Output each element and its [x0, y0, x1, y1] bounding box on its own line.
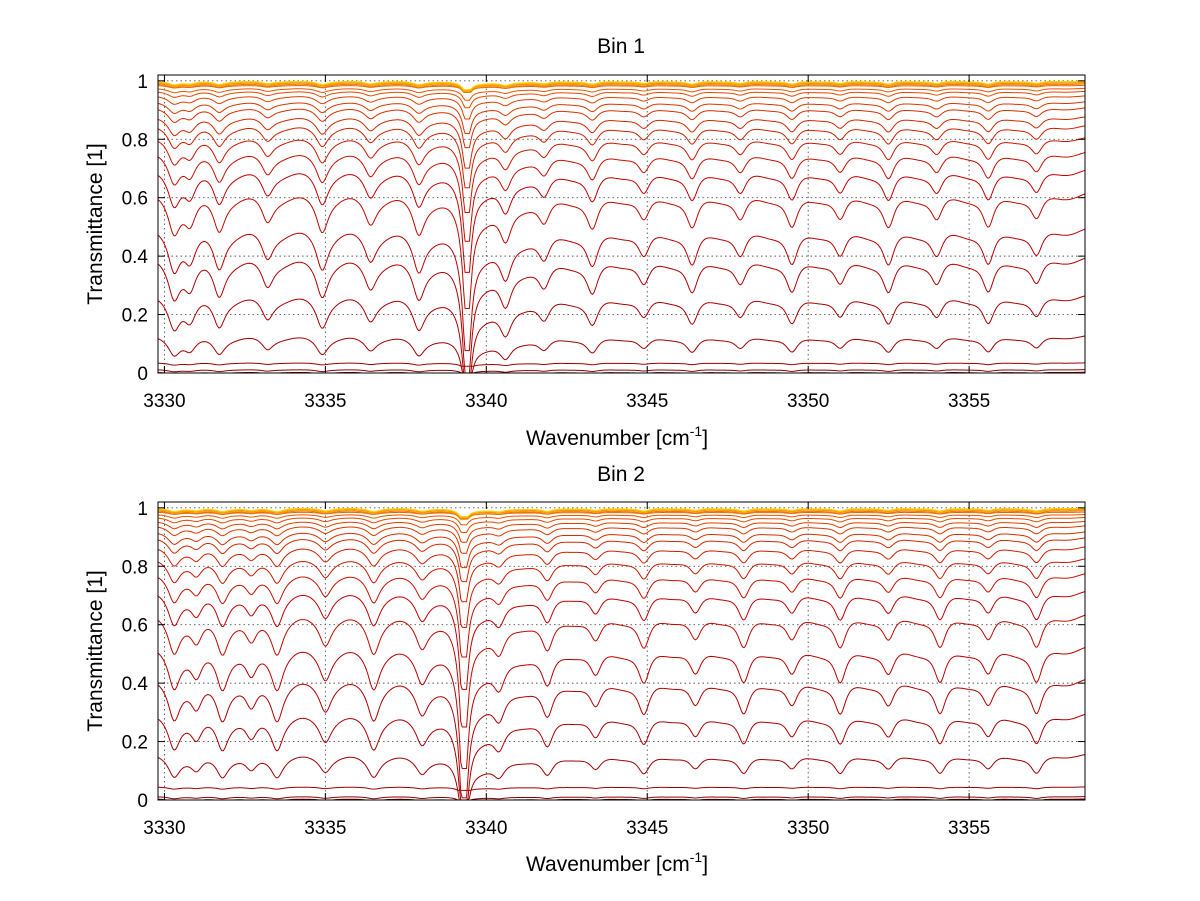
- series-lines: [157, 507, 1086, 801]
- series-line: [157, 83, 1086, 94]
- series-line: [157, 228, 1086, 352]
- x-tick-label: 3330: [143, 391, 185, 412]
- plot-frame: [157, 501, 1086, 801]
- x-tick-label: 3355: [948, 818, 990, 839]
- x-tick-label: 3350: [787, 818, 829, 839]
- panel-bin-1: Bin 1 3330 3335 3340 3345 3350 3355 0 0.2 0.4 0.6…: [84, 35, 1086, 450]
- series-line: [157, 169, 1086, 273]
- series-line: [157, 786, 1086, 791]
- series-line: [157, 647, 1086, 769]
- series-line: [157, 713, 1086, 801]
- series-line: [157, 82, 1086, 92]
- series-line: [157, 87, 1086, 101]
- series-line: [157, 525, 1086, 554]
- series-line: [157, 516, 1086, 534]
- y-tick-label: 0.2: [122, 733, 148, 754]
- x-tick-label: 3350: [787, 391, 829, 412]
- grid-lines: [158, 75, 1085, 374]
- series-line: [157, 507, 1086, 518]
- x-axis-label-superscript: -1: [690, 849, 703, 865]
- series-line: [157, 754, 1086, 801]
- x-axis-label-main: Wavenumber [cm: [526, 427, 690, 450]
- series-line: [157, 679, 1086, 799]
- x-tick-label: 3355: [948, 391, 990, 412]
- y-tick-label: 0.4: [122, 247, 149, 268]
- x-tick-label: 3340: [465, 818, 507, 839]
- x-tick-label: 3330: [143, 818, 185, 839]
- y-tick-label: 0.4: [122, 674, 149, 695]
- series-line: [157, 511, 1086, 520]
- series-line: [157, 335, 1086, 374]
- series-line: [157, 510, 1086, 520]
- series-line: [157, 591, 1086, 690]
- y-tick-label: 0.2: [122, 306, 148, 327]
- series-line: [157, 614, 1086, 728]
- series-line: [157, 137, 1086, 214]
- x-tick-label: 3345: [626, 818, 668, 839]
- series-line: [157, 513, 1086, 526]
- panel-bin-2: Bin 2 3330 3335 3340 3345 3350 3355 0 0.2 0.4 0.6…: [84, 463, 1086, 876]
- series-line: [157, 796, 1086, 801]
- series-line: [157, 295, 1086, 374]
- series-line: [157, 546, 1086, 603]
- chart-title: Bin 1: [597, 35, 645, 58]
- y-tick-label: 0: [137, 791, 148, 812]
- series-line: [157, 573, 1086, 658]
- series-line: [157, 95, 1086, 120]
- x-tick-label: 3340: [465, 391, 507, 412]
- series-line: [157, 369, 1086, 374]
- series-line: [157, 84, 1086, 94]
- x-axis-label-main: Wavenumber [cm: [526, 853, 690, 876]
- series-line: [157, 107, 1086, 149]
- series-line: [157, 193, 1086, 309]
- series-line: [157, 125, 1086, 189]
- x-tick-label: 3335: [304, 391, 346, 412]
- series-lines: [157, 80, 1086, 374]
- axis-ticks: 3330 3335 3340 3345 3350 3355 0 0.2 0.4 0.6 0.8 1: [122, 499, 1085, 839]
- series-line: [157, 101, 1086, 135]
- y-tick-label: 0.6: [122, 616, 148, 637]
- y-tick-label: 0: [137, 364, 148, 385]
- x-tick-label: 3345: [626, 391, 668, 412]
- series-line: [157, 520, 1086, 543]
- grid-lines: [158, 502, 1085, 801]
- x-axis-label: Wavenumber [cm-1]: [526, 849, 708, 876]
- series-line: [157, 558, 1086, 628]
- y-tick-label: 1: [137, 499, 148, 520]
- x-axis-label: Wavenumber [cm-1]: [526, 423, 708, 450]
- chart-title: Bin 2: [597, 463, 645, 486]
- series-line: [157, 537, 1086, 583]
- y-tick-label: 0.8: [122, 130, 148, 151]
- series-line: [157, 509, 1086, 519]
- axis-ticks: 3330 3335 3340 3345 3350 3355 0 0.2 0.4 0.6 0.8 1: [122, 72, 1085, 412]
- x-axis-label-end: ]: [702, 427, 708, 450]
- series-line: [157, 531, 1086, 569]
- series-line: [157, 90, 1086, 109]
- series-line: [157, 362, 1086, 367]
- y-axis-label: Transmittance [1]: [84, 143, 107, 304]
- series-line: [157, 116, 1086, 169]
- plot-frame: [157, 74, 1086, 374]
- series-line: [157, 152, 1086, 242]
- x-axis-label-superscript: -1: [690, 423, 703, 439]
- y-tick-label: 0.6: [122, 189, 148, 210]
- series-line: [157, 80, 1086, 91]
- series-line: [157, 257, 1086, 374]
- x-axis-label-end: ]: [702, 853, 708, 876]
- series-line: [157, 81, 1086, 91]
- y-tick-label: 0.8: [122, 557, 148, 578]
- y-tick-label: 1: [137, 72, 148, 93]
- x-tick-label: 3335: [304, 818, 346, 839]
- y-axis-label: Transmittance [1]: [84, 570, 107, 731]
